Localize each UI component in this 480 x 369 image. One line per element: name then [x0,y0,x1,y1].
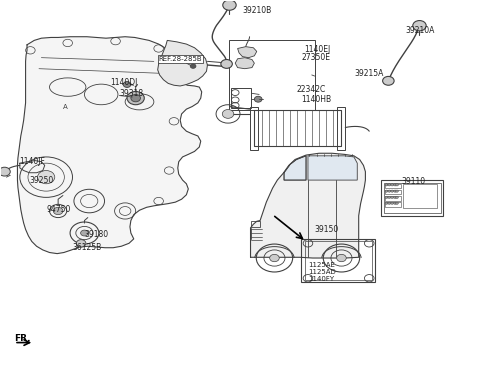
Bar [403,184,437,208]
Circle shape [0,167,10,176]
Text: 1140DJ: 1140DJ [110,78,137,87]
Text: 39210B: 39210B [242,7,272,15]
Bar [250,107,258,149]
Polygon shape [238,46,257,58]
Text: 1140EJ: 1140EJ [305,45,331,54]
Circle shape [223,0,236,10]
Text: 22342C: 22342C [297,85,326,94]
Text: 94750: 94750 [46,205,71,214]
Circle shape [394,190,396,192]
Text: A: A [63,104,68,110]
Circle shape [413,21,426,31]
Circle shape [396,190,398,192]
Circle shape [396,184,398,186]
Circle shape [391,184,394,186]
Bar [254,110,340,146]
Polygon shape [251,153,365,258]
Text: REF.28-285B: REF.28-285B [158,56,202,62]
Circle shape [394,184,396,186]
Text: 39180: 39180 [84,230,108,239]
Bar [384,190,401,194]
Circle shape [123,82,131,87]
Circle shape [394,196,396,199]
Text: 39110: 39110 [402,177,426,186]
Text: 39215A: 39215A [354,69,384,78]
Text: 1125AE: 1125AE [308,262,335,268]
Circle shape [391,196,394,199]
Text: 39250: 39250 [29,176,54,184]
Bar [336,107,345,149]
Bar [305,241,372,280]
Text: 1125AD: 1125AD [308,269,336,275]
Polygon shape [17,37,202,254]
Circle shape [53,207,63,215]
Bar [251,221,260,227]
Circle shape [388,196,391,199]
Bar [384,183,441,213]
Circle shape [254,96,262,102]
Circle shape [37,170,55,184]
Circle shape [385,196,388,199]
Bar [384,184,401,188]
Circle shape [383,76,394,85]
Bar [384,202,401,207]
Text: 39318: 39318 [120,89,144,98]
Bar [301,239,375,282]
Circle shape [388,190,391,192]
Text: 1140JF: 1140JF [19,157,45,166]
Circle shape [127,92,144,105]
Circle shape [385,184,388,186]
Polygon shape [235,58,254,69]
Circle shape [388,202,391,204]
Circle shape [388,184,391,186]
Circle shape [394,202,396,204]
Text: 1140HB: 1140HB [301,95,331,104]
Text: 27350E: 27350E [301,53,330,62]
Text: FR.: FR. [14,334,31,343]
Polygon shape [157,40,207,86]
Text: 39210A: 39210A [405,26,434,35]
Circle shape [221,59,232,68]
Circle shape [81,230,88,236]
Circle shape [76,239,86,247]
Circle shape [190,64,196,68]
Circle shape [385,190,388,192]
Text: 39150: 39150 [314,225,338,234]
Circle shape [391,202,394,204]
Bar [231,88,251,108]
Text: 36125B: 36125B [72,243,102,252]
Circle shape [336,254,346,262]
Bar [229,40,315,110]
Circle shape [131,94,141,102]
Text: 1140FY: 1140FY [308,276,334,282]
Circle shape [385,202,388,204]
Polygon shape [308,156,357,180]
Circle shape [270,254,279,262]
Circle shape [391,190,394,192]
Polygon shape [284,156,306,180]
Circle shape [396,202,398,204]
Bar [384,196,401,201]
Bar [381,180,444,216]
Circle shape [396,196,398,199]
Circle shape [222,110,234,118]
